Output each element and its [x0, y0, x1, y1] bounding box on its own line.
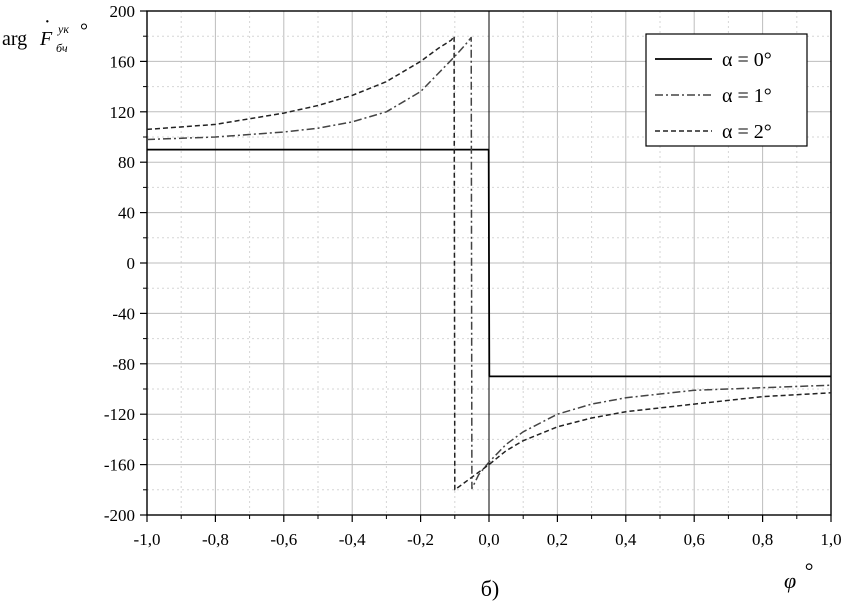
y-tick-label: -160	[104, 456, 135, 475]
x-tick-label: 0,6	[684, 530, 705, 549]
axes	[140, 10, 832, 522]
x-axis-label: φ °	[784, 558, 813, 593]
y-tick-label: 80	[118, 153, 135, 172]
tick-labels: -1,0 -0,8 -0,6 -0,4 -0,2 0,0 0,2 0,4 0,6 0,8 1,0 -2…	[104, 2, 842, 549]
y-axis-label-symbol: F	[39, 28, 53, 50]
legend-box	[645, 33, 808, 147]
x-tick-label: -0,4	[339, 530, 366, 549]
y-tick-label: -80	[112, 355, 135, 374]
series-group	[146, 35, 832, 491]
y-tick-label: -40	[112, 304, 135, 323]
series-line-3	[146, 35, 832, 491]
x-tick-label: 0,0	[478, 530, 499, 549]
y-tick-label: -200	[104, 506, 135, 525]
y-tick-label: 160	[110, 52, 136, 71]
y-tick-label: 120	[110, 103, 136, 122]
x-tick-label: -0,8	[202, 530, 229, 549]
y-axis-label-subscript: бч	[56, 41, 68, 55]
legend: α = 0° α = 1° α = 2°	[645, 33, 808, 147]
y-tick-label: 0	[127, 254, 136, 273]
y-axis-label-dot: ·	[44, 11, 51, 33]
y-axis-label-superscript: ук	[57, 22, 69, 36]
x-axis-label-unit: °	[804, 558, 813, 583]
legend-label: α = 0°	[722, 49, 772, 71]
y-tick-label: 40	[118, 204, 135, 223]
x-tick-label: 1,0	[820, 530, 841, 549]
series-line-1	[147, 148, 831, 378]
x-tick-label: -0,6	[270, 530, 297, 549]
y-axis-label-prefix: arg	[2, 28, 27, 50]
x-axis-label-symbol: φ	[784, 568, 796, 593]
x-tick-label: 0,8	[752, 530, 773, 549]
y-tick-label: -120	[104, 405, 135, 424]
x-tick-label: 0,2	[547, 530, 568, 549]
x-tick-label: -0,2	[407, 530, 434, 549]
figure-caption: б)	[481, 576, 500, 601]
legend-label: α = 1°	[722, 85, 772, 107]
x-tick-label: 0,4	[615, 530, 637, 549]
x-tick-label: -1,0	[134, 530, 161, 549]
series-line-2	[146, 36, 832, 490]
y-axis-label-unit: °	[80, 20, 88, 42]
y-axis-label: arg F · ук бч °	[2, 11, 88, 55]
legend-label: α = 2°	[722, 121, 772, 143]
y-tick-label: 200	[110, 2, 136, 21]
